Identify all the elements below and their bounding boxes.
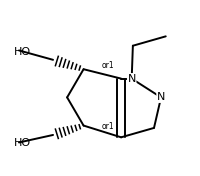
Text: or1: or1 xyxy=(101,122,114,131)
Text: HO: HO xyxy=(14,47,31,57)
Text: HO: HO xyxy=(14,138,31,148)
Text: N: N xyxy=(157,92,165,102)
Text: or1: or1 xyxy=(101,61,114,70)
Text: N: N xyxy=(128,74,136,84)
